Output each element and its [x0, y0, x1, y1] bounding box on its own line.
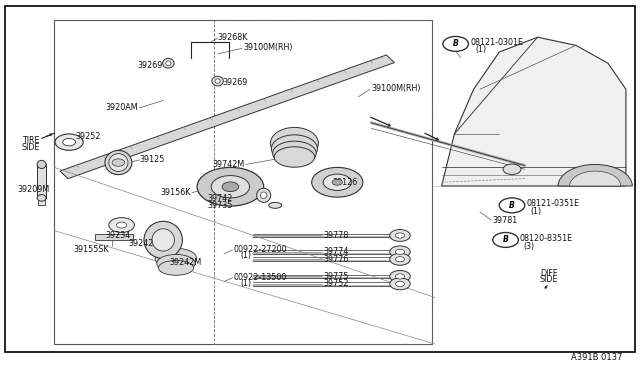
Ellipse shape — [105, 150, 132, 175]
Circle shape — [312, 167, 363, 197]
Circle shape — [55, 134, 83, 150]
Ellipse shape — [269, 202, 282, 208]
Circle shape — [211, 176, 250, 198]
Circle shape — [396, 249, 404, 254]
Circle shape — [503, 164, 521, 174]
Text: 08121-0351E: 08121-0351E — [526, 199, 579, 208]
Text: TIRE: TIRE — [22, 136, 40, 145]
Text: 39126: 39126 — [333, 178, 358, 187]
Wedge shape — [558, 164, 632, 186]
Polygon shape — [60, 55, 394, 179]
Circle shape — [116, 222, 127, 228]
Text: 39742M: 39742M — [212, 160, 244, 169]
Text: A391B 0137: A391B 0137 — [571, 353, 622, 362]
Text: B: B — [509, 201, 515, 210]
Circle shape — [390, 278, 410, 290]
Circle shape — [390, 246, 410, 258]
Circle shape — [63, 138, 76, 146]
Ellipse shape — [275, 147, 315, 167]
Text: 39778: 39778 — [323, 231, 349, 240]
Circle shape — [493, 232, 518, 247]
Circle shape — [109, 218, 134, 232]
Bar — [95, 234, 133, 240]
Text: 39735: 39735 — [207, 201, 232, 210]
Text: 39775: 39775 — [323, 272, 349, 281]
Text: 39742: 39742 — [207, 194, 232, 203]
Ellipse shape — [152, 229, 174, 251]
Text: 39774: 39774 — [323, 247, 349, 256]
Circle shape — [396, 233, 404, 238]
Circle shape — [112, 159, 125, 166]
Circle shape — [390, 253, 410, 265]
Ellipse shape — [260, 192, 267, 199]
Text: (1): (1) — [240, 279, 251, 288]
Ellipse shape — [37, 160, 46, 169]
Text: 00922-27200: 00922-27200 — [234, 245, 287, 254]
Circle shape — [396, 257, 404, 262]
Text: 39269: 39269 — [138, 61, 163, 70]
Text: 08121-0301E: 08121-0301E — [470, 38, 524, 47]
Text: 39100M(RH): 39100M(RH) — [371, 84, 420, 93]
Ellipse shape — [166, 61, 171, 65]
Text: 39776: 39776 — [323, 255, 349, 264]
Text: B: B — [502, 235, 509, 244]
Circle shape — [197, 167, 264, 206]
Text: 39125: 39125 — [140, 155, 165, 164]
Text: 39242: 39242 — [128, 239, 154, 248]
Text: 39155SK: 39155SK — [74, 246, 109, 254]
Text: (3): (3) — [524, 242, 534, 251]
Circle shape — [222, 182, 239, 192]
Text: (1): (1) — [475, 45, 486, 54]
Text: SIDE: SIDE — [540, 275, 558, 284]
Circle shape — [396, 274, 404, 279]
Text: (1): (1) — [240, 251, 251, 260]
Bar — [37, 164, 46, 198]
Text: 00922-13500: 00922-13500 — [234, 273, 287, 282]
Ellipse shape — [157, 254, 195, 272]
Text: 39268K: 39268K — [218, 33, 248, 42]
Text: 39209M: 39209M — [18, 185, 50, 194]
Ellipse shape — [271, 127, 319, 159]
Text: 39269: 39269 — [223, 78, 248, 87]
Text: B: B — [452, 39, 459, 48]
Text: (1): (1) — [531, 207, 541, 216]
Text: 39100M(RH): 39100M(RH) — [243, 43, 292, 52]
Text: 08120-8351E: 08120-8351E — [520, 234, 573, 243]
Ellipse shape — [163, 58, 174, 68]
Text: 39752: 39752 — [323, 279, 349, 288]
Circle shape — [390, 230, 410, 241]
Text: DIFF: DIFF — [540, 269, 558, 278]
Circle shape — [332, 179, 342, 185]
Text: SIDE: SIDE — [22, 143, 40, 152]
Text: 39234: 39234 — [106, 231, 131, 240]
Ellipse shape — [273, 141, 316, 165]
Ellipse shape — [271, 135, 317, 163]
Text: 3920AM: 3920AM — [105, 103, 138, 112]
Polygon shape — [442, 37, 626, 186]
Ellipse shape — [109, 154, 128, 171]
Ellipse shape — [155, 248, 197, 269]
Ellipse shape — [257, 188, 271, 202]
Ellipse shape — [144, 221, 182, 259]
Bar — [38, 197, 45, 205]
Ellipse shape — [215, 79, 220, 83]
Circle shape — [499, 198, 525, 213]
Bar — [214, 20, 432, 344]
Circle shape — [323, 174, 351, 190]
Text: 39156K: 39156K — [161, 188, 191, 197]
Wedge shape — [570, 171, 621, 186]
Text: 39242M: 39242M — [170, 258, 202, 267]
Bar — [54, 20, 432, 344]
Ellipse shape — [37, 195, 46, 201]
Text: 39781: 39781 — [493, 216, 518, 225]
Circle shape — [443, 36, 468, 51]
Ellipse shape — [212, 76, 223, 86]
Circle shape — [390, 270, 410, 282]
Circle shape — [396, 281, 404, 286]
Ellipse shape — [159, 260, 193, 275]
Text: 39252: 39252 — [76, 132, 101, 141]
